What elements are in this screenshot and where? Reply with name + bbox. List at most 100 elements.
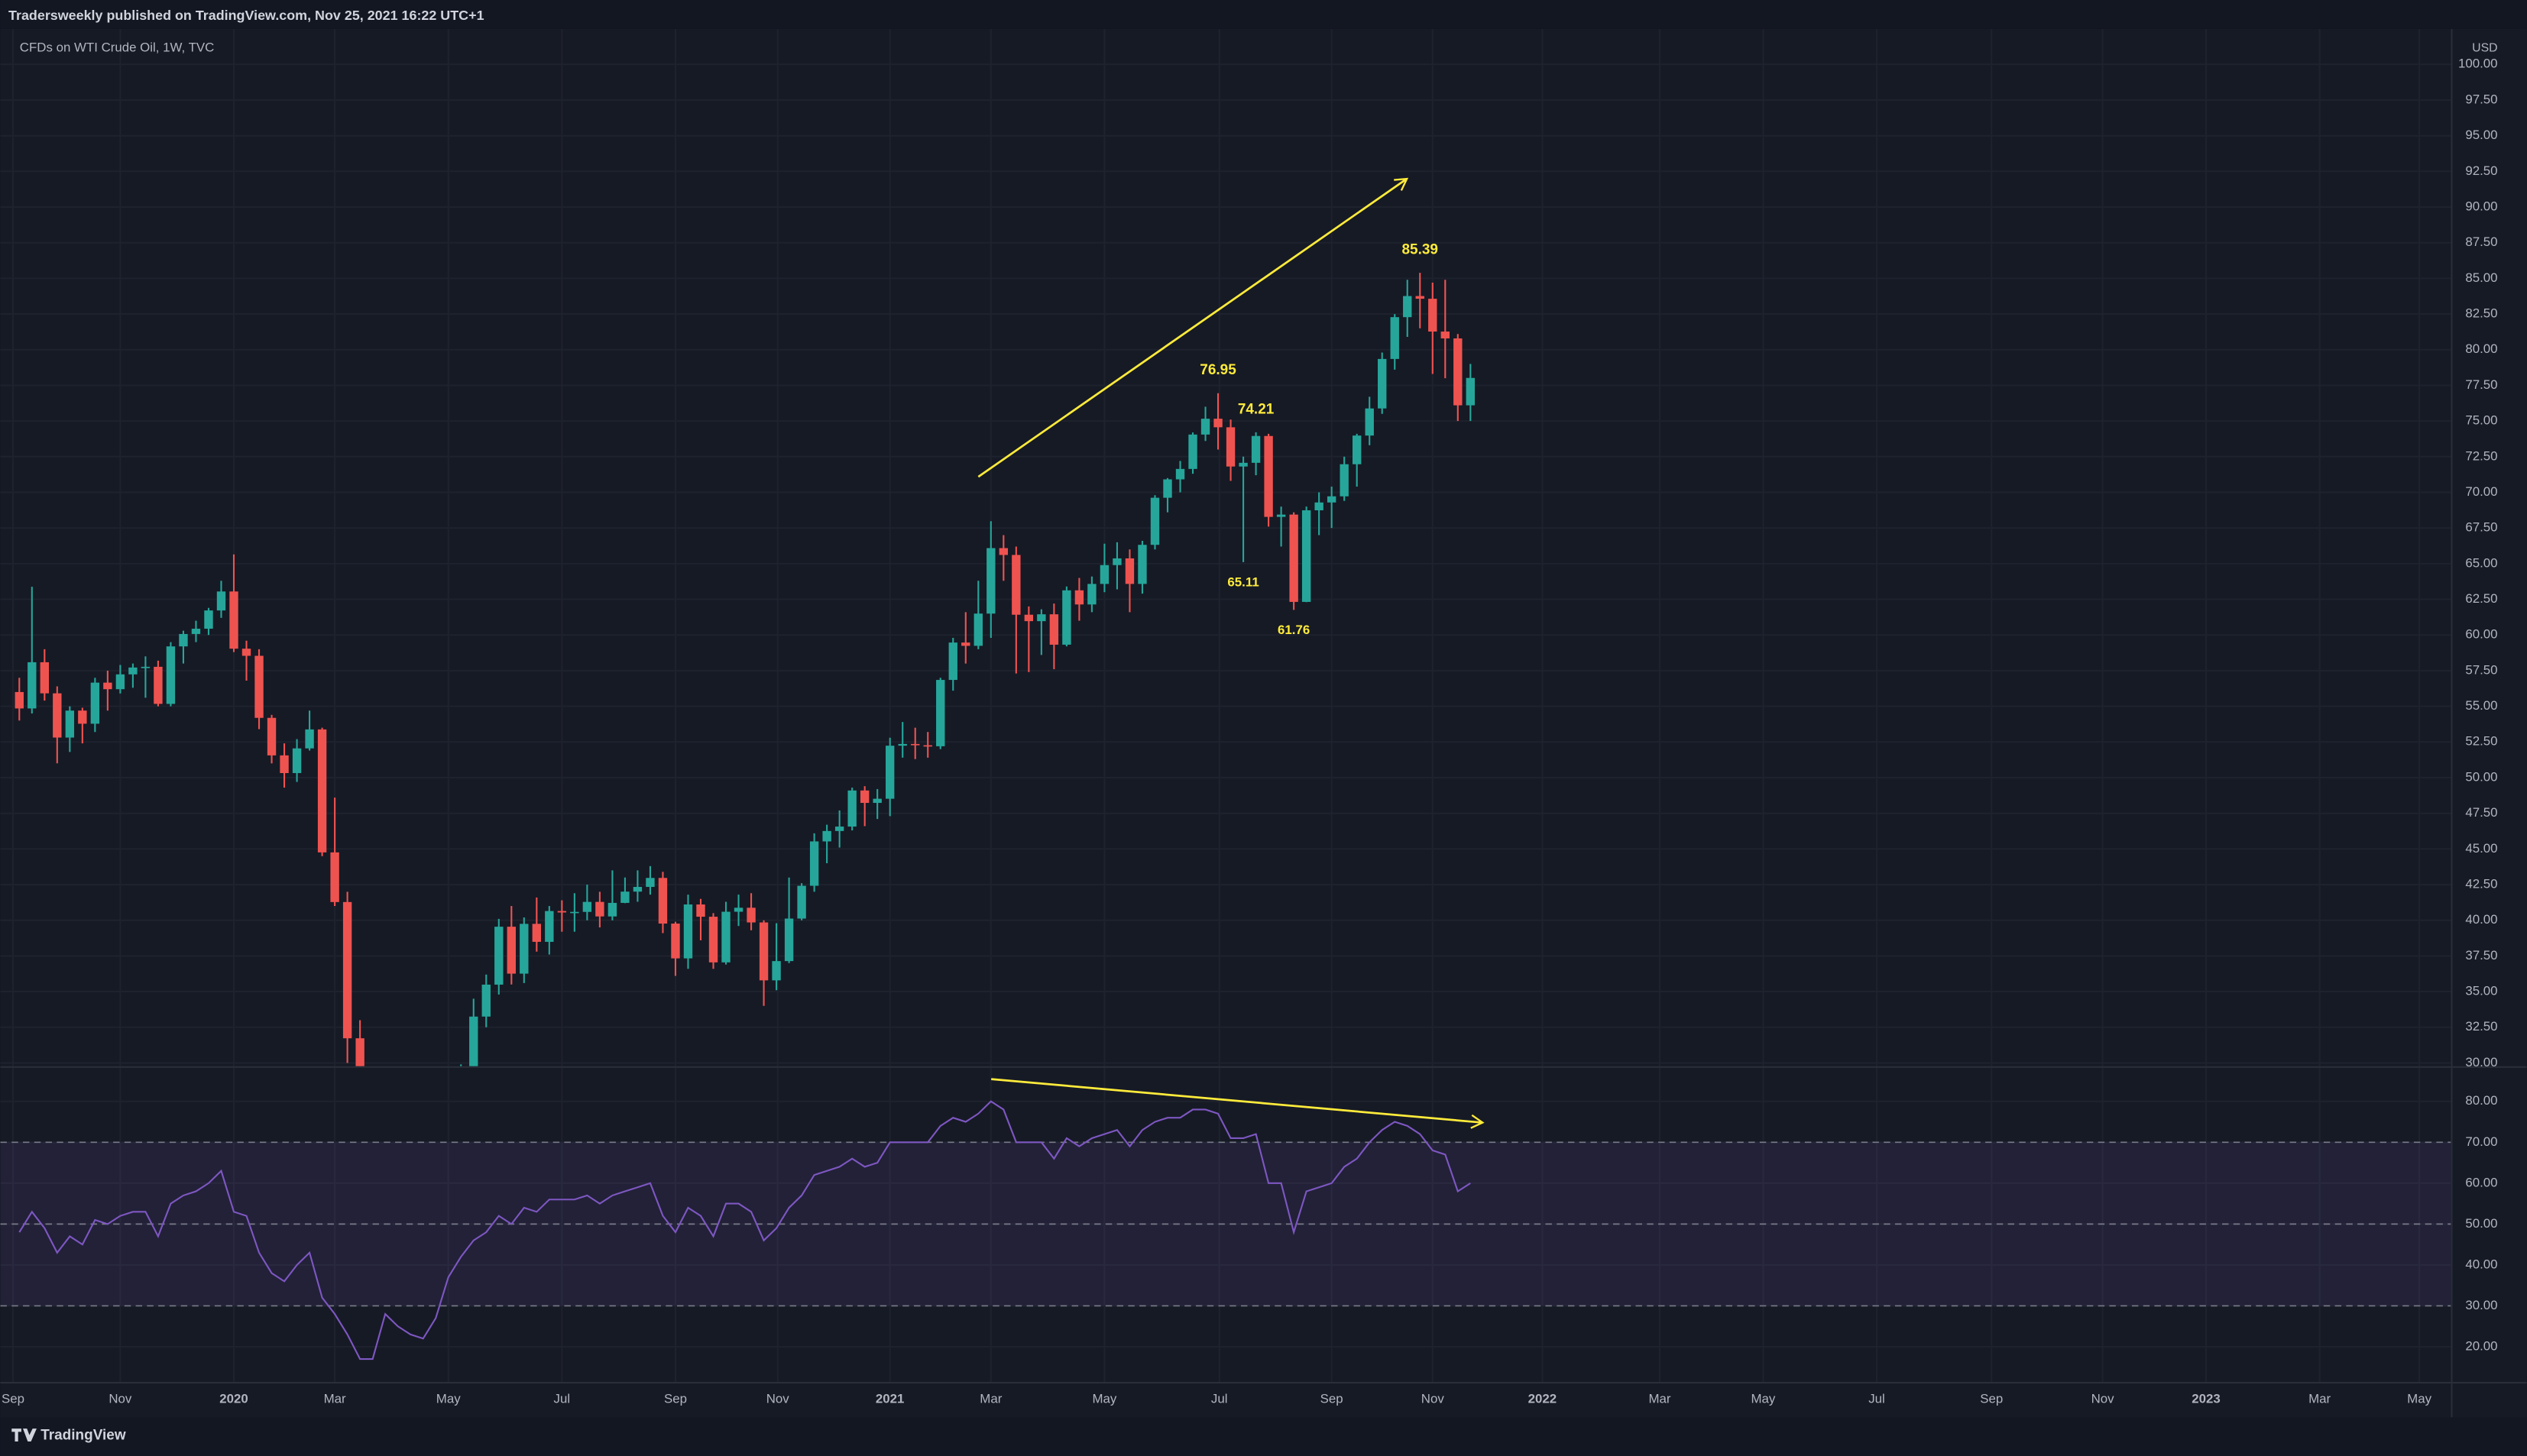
candle-body: [570, 911, 579, 914]
candle-body: [620, 891, 630, 903]
candle-body: [974, 613, 983, 646]
candle-body: [671, 924, 680, 959]
candle-body: [1251, 435, 1261, 463]
candle-body: [809, 841, 819, 886]
x-tick-label: May: [1751, 1392, 1775, 1406]
candle-body: [1301, 510, 1311, 602]
candle-body: [961, 642, 970, 646]
x-tick-label: Nov: [109, 1392, 132, 1406]
candle-body: [911, 743, 920, 746]
candle-body: [1175, 468, 1185, 480]
candle-body: [280, 755, 289, 774]
candle-body: [40, 662, 49, 694]
y-tick-label: 97.50: [2465, 92, 2497, 106]
candle-body: [1087, 584, 1097, 605]
candle-body: [784, 918, 794, 962]
y-tick-label: 70.00: [2465, 484, 2497, 499]
candle-body: [1264, 435, 1273, 517]
y-tick-label: 40.00: [2465, 1257, 2497, 1271]
candle-body: [607, 902, 617, 917]
candle-body: [65, 710, 75, 738]
candle-body: [847, 790, 857, 827]
x-tick-label: Jul: [554, 1392, 571, 1406]
candle-body: [481, 984, 491, 1017]
y-tick-label: 82.50: [2465, 306, 2497, 321]
candle-body: [532, 924, 542, 942]
candle-body: [582, 901, 592, 912]
y-tick-label: 52.50: [2465, 734, 2497, 749]
price-label: 85.39: [1402, 242, 1438, 258]
candle-body: [987, 548, 996, 614]
rsi-line: [18, 1100, 1471, 1361]
candle-body: [1466, 377, 1476, 406]
y-tick-label: 85.00: [2465, 270, 2497, 285]
candle-body: [154, 666, 163, 704]
candle-body: [191, 629, 201, 634]
axes: Sep Nov 2020 Mar May Jul Sep Nov 2021 Mar May Jul Se…: [2, 57, 2498, 1406]
x-tick-label: Mar: [324, 1392, 346, 1406]
candle-body: [1012, 555, 1021, 615]
candle-body: [520, 924, 529, 974]
x-tick-label: 2022: [1528, 1392, 1557, 1406]
candle-body: [317, 729, 327, 853]
candle-body: [886, 746, 895, 799]
x-tick-label: 2020: [219, 1392, 248, 1406]
candle-body: [241, 649, 251, 656]
y-tick-label: 62.50: [2465, 591, 2497, 606]
y-tick-label: 80.00: [2465, 341, 2497, 356]
price-annotations: 76.95 74.21 85.39 65.11 61.76: [1200, 242, 1438, 638]
y-tick-label: 75.00: [2465, 413, 2497, 428]
candle-body: [1428, 299, 1437, 332]
candle-body: [1200, 419, 1210, 435]
candle-body: [747, 908, 756, 923]
price-label: 65.11: [1227, 575, 1259, 590]
candle-body: [507, 927, 516, 974]
currency-label: USD: [2472, 41, 2497, 54]
y-tick-label: 30.00: [2465, 1055, 2497, 1069]
y-tick-label: 20.00: [2465, 1338, 2497, 1353]
candle-body: [999, 548, 1009, 555]
x-tick-label: Nov: [2091, 1392, 2115, 1406]
y-tick-label: 95.00: [2465, 128, 2497, 142]
candle-body: [216, 591, 226, 611]
candle-body: [545, 911, 554, 942]
logo: TradingView: [11, 1428, 126, 1444]
price-label: 61.76: [1278, 623, 1310, 637]
candle-body: [1138, 545, 1147, 584]
candle-body: [1024, 614, 1034, 622]
candle-body: [103, 682, 112, 690]
candle-body: [1352, 435, 1362, 464]
candle-body: [1062, 590, 1071, 645]
price-label: 76.95: [1200, 362, 1236, 378]
candle-body: [28, 662, 37, 709]
candle-body: [305, 729, 314, 749]
candle-body: [696, 904, 705, 917]
y-tick-label: 67.50: [2465, 520, 2497, 535]
candle-body: [1163, 479, 1172, 498]
candle-body: [860, 790, 870, 804]
candle-body: [204, 610, 213, 629]
candle-body: [1415, 296, 1424, 299]
candle-body: [179, 633, 188, 647]
candle-body: [1239, 462, 1248, 467]
logo-icon: [11, 1428, 37, 1442]
candle-body: [469, 1016, 478, 1066]
candle-body: [948, 642, 957, 681]
candle-body: [494, 927, 504, 985]
candle-body: [1440, 332, 1450, 338]
y-tick-label: 47.50: [2465, 805, 2497, 820]
candle-body: [772, 961, 781, 981]
candle-body: [1037, 614, 1046, 622]
candle-body: [267, 717, 277, 756]
y-tick-label: 72.50: [2465, 448, 2497, 463]
candle-body: [1365, 408, 1374, 436]
candle-body: [1100, 565, 1110, 584]
rsi-band: [0, 1142, 2451, 1306]
y-tick-label: 80.00: [2465, 1093, 2497, 1108]
x-tick-label: Nov: [766, 1392, 790, 1406]
candle-body: [834, 827, 844, 831]
candle-body: [15, 691, 24, 709]
candle-body: [1314, 502, 1323, 511]
symbol-title: CFDs on WTI Crude Oil, 1W, TVC: [20, 40, 215, 55]
candle-body: [292, 748, 302, 774]
